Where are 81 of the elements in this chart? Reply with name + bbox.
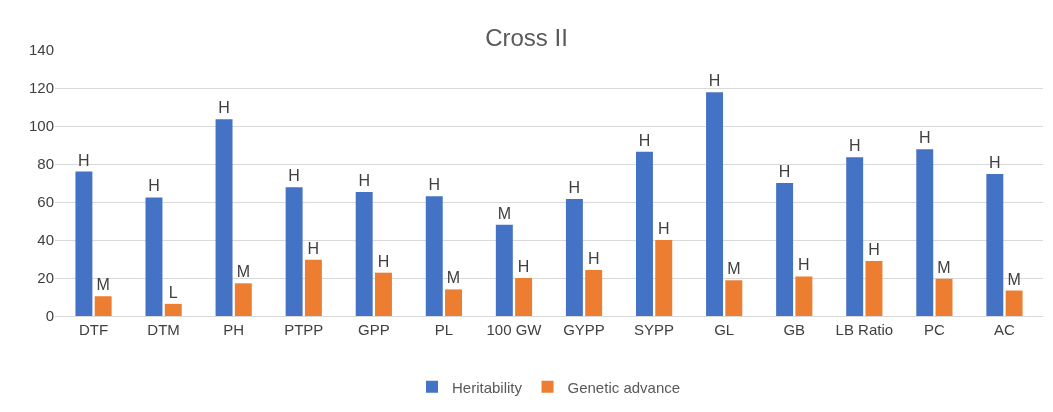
bar [986, 173, 1004, 316]
bar [585, 270, 603, 316]
data-label: H [428, 176, 441, 194]
data-label: H [918, 129, 931, 147]
bar [565, 198, 583, 316]
bar [795, 276, 813, 316]
data-label: L [168, 283, 178, 301]
data-label: M [497, 204, 511, 222]
y-tick-label: 20 [37, 269, 54, 287]
data-label: M [96, 276, 110, 294]
data-label: M [1007, 270, 1021, 288]
bar [75, 171, 93, 316]
data-label: M [727, 260, 741, 278]
data-label: M [236, 263, 250, 281]
bar [215, 119, 233, 316]
data-label: H [78, 151, 90, 169]
x-tick-label: AC [994, 321, 1016, 338]
bar [495, 224, 513, 316]
bar [846, 157, 864, 316]
bar [374, 272, 392, 316]
x-tick-label: DTM [147, 321, 180, 338]
x-tick-label: 100 GW [486, 321, 543, 338]
data-label: H [798, 256, 810, 274]
y-tick-label: 140 [28, 41, 54, 59]
legend-label: Genetic advance [567, 378, 681, 396]
y-tick-label: 120 [28, 79, 54, 97]
x-tick-label: PL [434, 321, 454, 338]
x-tick-label: GPP [357, 321, 390, 338]
y-tick-label: 60 [37, 193, 54, 211]
x-tick-label: PC [923, 321, 945, 338]
data-label: H [638, 131, 651, 149]
x-tick-label: PTPP [284, 321, 324, 338]
data-label: H [568, 178, 581, 196]
x-tick-label: SYPP [634, 321, 675, 338]
bar [655, 240, 673, 316]
y-tick-label: 0 [45, 307, 54, 325]
bar [1005, 290, 1023, 316]
data-label: H [377, 252, 390, 270]
bar [355, 192, 373, 316]
bar [865, 260, 883, 316]
bar [304, 259, 322, 316]
data-label: H [778, 163, 791, 180]
bar [725, 280, 743, 316]
x-tick-label: DTF [78, 321, 109, 338]
bar [285, 187, 303, 316]
bar [776, 183, 794, 316]
data-label: M [446, 269, 461, 287]
data-label: H [989, 153, 1001, 171]
x-tick-label: LB Ratio [835, 321, 894, 338]
data-label: H [218, 99, 230, 117]
bar [935, 278, 953, 316]
bar [425, 196, 443, 316]
data-label: M [937, 258, 951, 276]
x-tick-label: GL [714, 321, 735, 338]
data-label: H [587, 250, 600, 268]
legend-label: Heritability [452, 378, 523, 396]
x-tick-label: GYPP [563, 321, 605, 338]
data-label: H [868, 240, 880, 258]
bar [445, 289, 463, 316]
bar [635, 151, 653, 316]
x-tick-label: PH [223, 321, 245, 338]
data-label: H [657, 220, 670, 237]
bar [515, 278, 533, 316]
data-label: H [517, 258, 530, 275]
data-label: H [288, 167, 300, 185]
bar [706, 92, 724, 316]
bar [164, 303, 182, 316]
data-label: H [307, 239, 320, 257]
data-label: H [358, 172, 370, 190]
bar [234, 283, 252, 316]
bar [145, 197, 163, 316]
chart-title: Cross II [485, 23, 568, 51]
y-tick-label: 80 [37, 155, 54, 173]
data-label: H [148, 177, 160, 195]
data-label: H [848, 137, 861, 155]
y-tick-label: 100 [28, 117, 54, 135]
x-tick-label: GB [783, 321, 806, 338]
y-tick-label: 40 [37, 231, 54, 249]
bar [916, 149, 934, 316]
bar [94, 296, 112, 316]
data-label: H [708, 72, 721, 90]
